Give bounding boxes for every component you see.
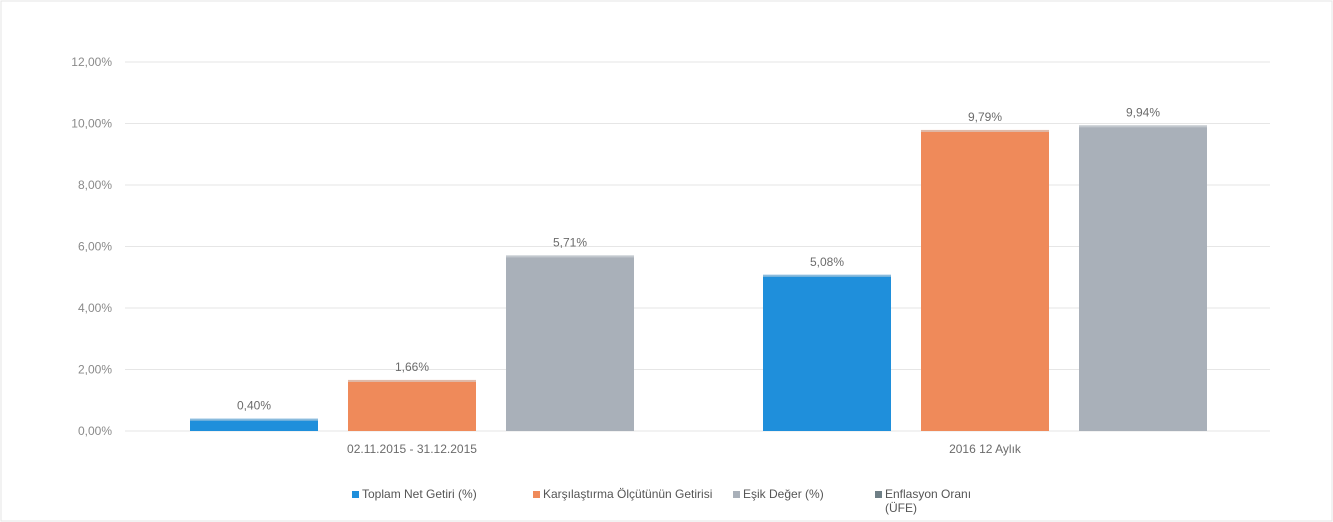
data-label: 1,66% [395, 360, 429, 374]
x-tick-label: 2016 12 Aylık [949, 442, 1022, 456]
legend: Toplam Net Getiri (%) Karşılaştırma Ölçü… [0, 485, 1333, 521]
data-label: 9,94% [1126, 105, 1160, 119]
y-axis: 0,00% 2,00% 4,00% 6,00% 8,00% 10,00% 12,00% [71, 55, 112, 438]
bar [190, 418, 318, 431]
legend-label: Toplam Net Getiri (%) [362, 487, 477, 501]
x-axis: 02.11.2015 - 31.12.2015 2016 12 Aylık [347, 442, 1022, 456]
bar-top-highlight [348, 379, 476, 382]
bar-top-highlight [763, 274, 891, 277]
legend-swatch [533, 491, 540, 498]
legend-item-esik-deger: Eşik Değer (%) [733, 487, 824, 501]
legend-label: Karşılaştırma Ölçütünün Getirisi [543, 487, 713, 501]
bar [763, 274, 891, 431]
y-tick-label: 0,00% [78, 424, 112, 438]
y-tick-label: 6,00% [78, 240, 112, 254]
y-tick-label: 2,00% [78, 363, 112, 377]
legend-swatch [875, 491, 882, 498]
bar-top-highlight [921, 129, 1049, 132]
legend-item-karsilastirma-olcutu: Karşılaştırma Ölçütünün Getirisi [533, 487, 712, 501]
bar [921, 129, 1049, 431]
y-tick-label: 12,00% [71, 55, 112, 69]
y-tick-label: 10,00% [71, 117, 112, 131]
bar [506, 255, 634, 431]
bar-top-highlight [1079, 125, 1207, 128]
x-tick-label: 02.11.2015 - 31.12.2015 [347, 442, 477, 456]
y-tick-label: 8,00% [78, 178, 112, 192]
data-label: 9,79% [968, 110, 1002, 124]
legend-swatch [352, 491, 359, 498]
data-label: 5,71% [553, 235, 587, 249]
bar-series: 0,40% 1,66% 5,71% 5,08% 9,79% 9,94% [190, 105, 1207, 431]
legend-label: Enflasyon Oranı (ÜFE) [885, 487, 972, 515]
bar [1079, 125, 1207, 431]
bar-top-highlight [506, 255, 634, 258]
data-label: 5,08% [810, 255, 844, 269]
legend-item-enflasyon-orani: Enflasyon Oranı (ÜFE) [875, 487, 995, 515]
bar [348, 379, 476, 431]
y-tick-label: 4,00% [78, 301, 112, 315]
legend-item-toplam-net-getiri: Toplam Net Getiri (%) [352, 487, 477, 501]
bar-top-highlight [190, 418, 318, 421]
legend-swatch [733, 491, 740, 498]
legend-label: Eşik Değer (%) [743, 487, 824, 501]
data-label: 0,40% [237, 399, 271, 413]
